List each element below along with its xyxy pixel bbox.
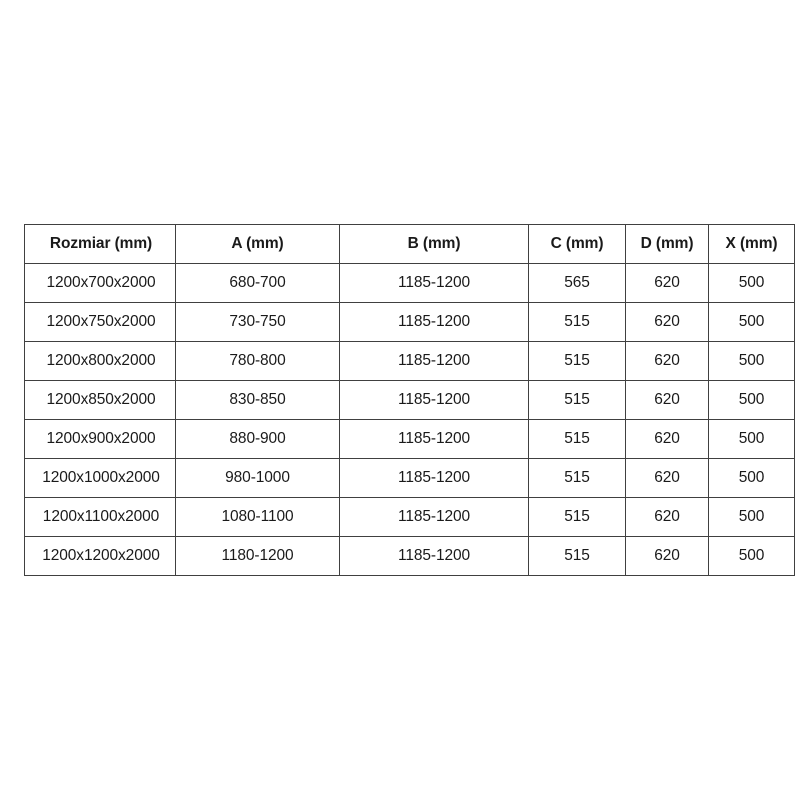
cell-a: 980-1000 — [175, 458, 340, 498]
cell-x: 500 — [708, 263, 795, 303]
table-row: 1200x1200x2000 1180-1200 1185-1200 515 6… — [24, 536, 795, 576]
table-row: 1200x700x2000 680-700 1185-1200 565 620 … — [24, 263, 795, 303]
table-row: 1200x900x2000 880-900 1185-1200 515 620 … — [24, 419, 795, 459]
size-specification-table: Rozmiar (mm) A (mm) B (mm) C (mm) D (mm)… — [24, 224, 795, 576]
cell-size: 1200x1100x2000 — [24, 497, 176, 537]
cell-a: 1180-1200 — [175, 536, 340, 576]
cell-size: 1200x900x2000 — [24, 419, 176, 459]
table-row: 1200x1100x2000 1080-1100 1185-1200 515 6… — [24, 497, 795, 537]
cell-d: 620 — [625, 419, 709, 459]
cell-size: 1200x1200x2000 — [24, 536, 176, 576]
cell-d: 620 — [625, 302, 709, 342]
cell-a: 780-800 — [175, 341, 340, 381]
cell-size: 1200x750x2000 — [24, 302, 176, 342]
cell-c: 515 — [528, 419, 626, 459]
cell-d: 620 — [625, 536, 709, 576]
table-row: 1200x850x2000 830-850 1185-1200 515 620 … — [24, 380, 795, 420]
table-row: 1200x750x2000 730-750 1185-1200 515 620 … — [24, 302, 795, 342]
size-table-container: Rozmiar (mm) A (mm) B (mm) C (mm) D (mm)… — [24, 224, 795, 576]
cell-c: 515 — [528, 302, 626, 342]
cell-size: 1200x700x2000 — [24, 263, 176, 303]
cell-c: 515 — [528, 536, 626, 576]
column-header-size: Rozmiar (mm) — [24, 224, 176, 264]
cell-a: 880-900 — [175, 419, 340, 459]
cell-x: 500 — [708, 341, 795, 381]
column-header-d: D (mm) — [625, 224, 709, 264]
cell-c: 515 — [528, 458, 626, 498]
cell-size: 1200x1000x2000 — [24, 458, 176, 498]
column-header-c: C (mm) — [528, 224, 626, 264]
table-row: 1200x800x2000 780-800 1185-1200 515 620 … — [24, 341, 795, 381]
cell-b: 1185-1200 — [339, 263, 529, 303]
cell-a: 1080-1100 — [175, 497, 340, 537]
cell-b: 1185-1200 — [339, 302, 529, 342]
cell-b: 1185-1200 — [339, 536, 529, 576]
cell-c: 515 — [528, 380, 626, 420]
cell-c: 515 — [528, 341, 626, 381]
cell-d: 620 — [625, 497, 709, 537]
cell-b: 1185-1200 — [339, 419, 529, 459]
cell-size: 1200x800x2000 — [24, 341, 176, 381]
cell-a: 830-850 — [175, 380, 340, 420]
cell-c: 565 — [528, 263, 626, 303]
cell-x: 500 — [708, 458, 795, 498]
cell-b: 1185-1200 — [339, 497, 529, 537]
cell-b: 1185-1200 — [339, 458, 529, 498]
cell-d: 620 — [625, 380, 709, 420]
column-header-a: A (mm) — [175, 224, 340, 264]
cell-x: 500 — [708, 497, 795, 537]
column-header-b: B (mm) — [339, 224, 529, 264]
cell-size: 1200x850x2000 — [24, 380, 176, 420]
cell-a: 730-750 — [175, 302, 340, 342]
table-row: 1200x1000x2000 980-1000 1185-1200 515 62… — [24, 458, 795, 498]
cell-b: 1185-1200 — [339, 380, 529, 420]
table-body: 1200x700x2000 680-700 1185-1200 565 620 … — [24, 263, 795, 576]
cell-d: 620 — [625, 263, 709, 303]
cell-x: 500 — [708, 536, 795, 576]
cell-b: 1185-1200 — [339, 341, 529, 381]
column-header-x: X (mm) — [708, 224, 795, 264]
cell-x: 500 — [708, 419, 795, 459]
cell-d: 620 — [625, 458, 709, 498]
cell-c: 515 — [528, 497, 626, 537]
cell-x: 500 — [708, 380, 795, 420]
table-header-row: Rozmiar (mm) A (mm) B (mm) C (mm) D (mm)… — [24, 224, 795, 264]
cell-d: 620 — [625, 341, 709, 381]
cell-x: 500 — [708, 302, 795, 342]
cell-a: 680-700 — [175, 263, 340, 303]
table-header: Rozmiar (mm) A (mm) B (mm) C (mm) D (mm)… — [24, 224, 795, 264]
